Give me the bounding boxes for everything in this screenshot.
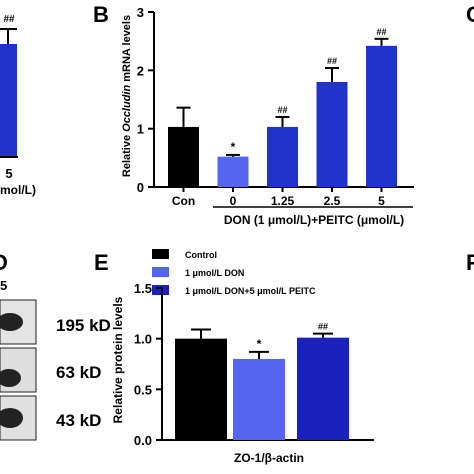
x-tick-label: 5 <box>378 194 385 208</box>
blot-band-size: 43 kD <box>56 411 101 430</box>
significance-mark: * <box>257 337 262 351</box>
y-tick-label: 1.5 <box>134 281 152 296</box>
panel-b-x-tick-labels: Con 0 1.25 2.5 5 <box>172 187 385 208</box>
panel-e: E Control 1 μmol/L DON 1 μmol/L DON+5 μmol… <box>94 249 374 465</box>
blot-strip-actin <box>0 395 37 441</box>
panel-b: B Relative Occludin mRNA levels 0 1 2 3 * ##… <box>93 2 414 227</box>
panel-e-bars: * ## <box>175 322 349 440</box>
panel-b-y-ticks: 0 1 2 3 <box>137 5 154 195</box>
x-tick-label: 0 <box>230 194 237 208</box>
bar <box>297 337 349 440</box>
legend-label: Control <box>185 250 217 260</box>
left-fragment: ## 5 mol/L) <box>0 14 36 197</box>
bar <box>366 45 397 188</box>
x-tick-label: Con <box>172 194 195 208</box>
y-tick-label: 0 <box>137 180 144 195</box>
fragment-tick-label: 5 <box>5 166 12 181</box>
fragment-sig-mark: ## <box>3 14 15 25</box>
legend-swatch <box>152 285 169 295</box>
significance-mark: ## <box>318 322 328 332</box>
bar <box>316 82 348 187</box>
significance-mark: * <box>231 140 236 154</box>
panel-label-f: F <box>466 250 474 275</box>
significance-mark: ## <box>327 56 337 66</box>
y-tick-label: 2 <box>137 63 144 78</box>
fragment-axis-label: mol/L) <box>0 183 36 197</box>
y-tick-label: 0.5 <box>134 382 152 397</box>
panel-b-bars: * ## ## ## <box>168 27 397 188</box>
blot-lane-label: 5 <box>0 278 7 293</box>
y-tick-label: 1 <box>137 122 144 137</box>
panel-e-x-axis-label: ZO-1/β-actin <box>234 451 304 465</box>
bar <box>267 126 298 187</box>
x-tick-label: 1.25 <box>271 194 295 208</box>
y-tick-label: 1.0 <box>134 332 152 347</box>
legend-label: 1 μmol/L DON <box>185 268 244 278</box>
significance-mark: ## <box>376 27 386 37</box>
y-tick-label: 3 <box>137 5 144 20</box>
x-tick-label: 2.5 <box>324 194 341 208</box>
panel-e-y-ticks: 0.0 0.5 1.0 1.5 <box>134 281 162 448</box>
panel-label-d: D <box>0 250 8 275</box>
blot-panel: D 5 195 kD 63 kD 43 kD <box>0 250 111 441</box>
legend-swatch <box>152 249 169 259</box>
bar <box>168 126 199 187</box>
blot-band-size: 63 kD <box>56 363 101 382</box>
y-tick-label: 0.0 <box>134 433 152 448</box>
significance-mark: ## <box>277 105 287 115</box>
panel-b-y-axis-label: Relative Occludin mRNA levels <box>121 15 133 177</box>
bar <box>175 338 227 440</box>
panel-b-x-axis-label: DON (1 μmol/L)+PEITC (μmol/L) <box>224 213 404 227</box>
legend-swatch <box>152 267 169 277</box>
blot-strip-zo1 <box>0 299 37 345</box>
bar <box>217 156 249 187</box>
panel-label-b: B <box>93 2 109 27</box>
panel-label-c: C <box>466 2 474 27</box>
fragment-bar <box>0 44 17 157</box>
panel-e-legend: Control 1 μmol/L DON 1 μmol/L DON+5 μmol/L… <box>152 249 316 296</box>
bar <box>233 358 285 440</box>
legend-label: 1 μmol/L DON+5 μmol/L PEITC <box>185 286 316 296</box>
blot-strip-middle <box>0 347 37 393</box>
panel-label-e: E <box>94 250 109 275</box>
blot-band-size: 195 kD <box>56 316 111 335</box>
panel-e-y-axis-label: Relative protein levels <box>111 296 125 423</box>
